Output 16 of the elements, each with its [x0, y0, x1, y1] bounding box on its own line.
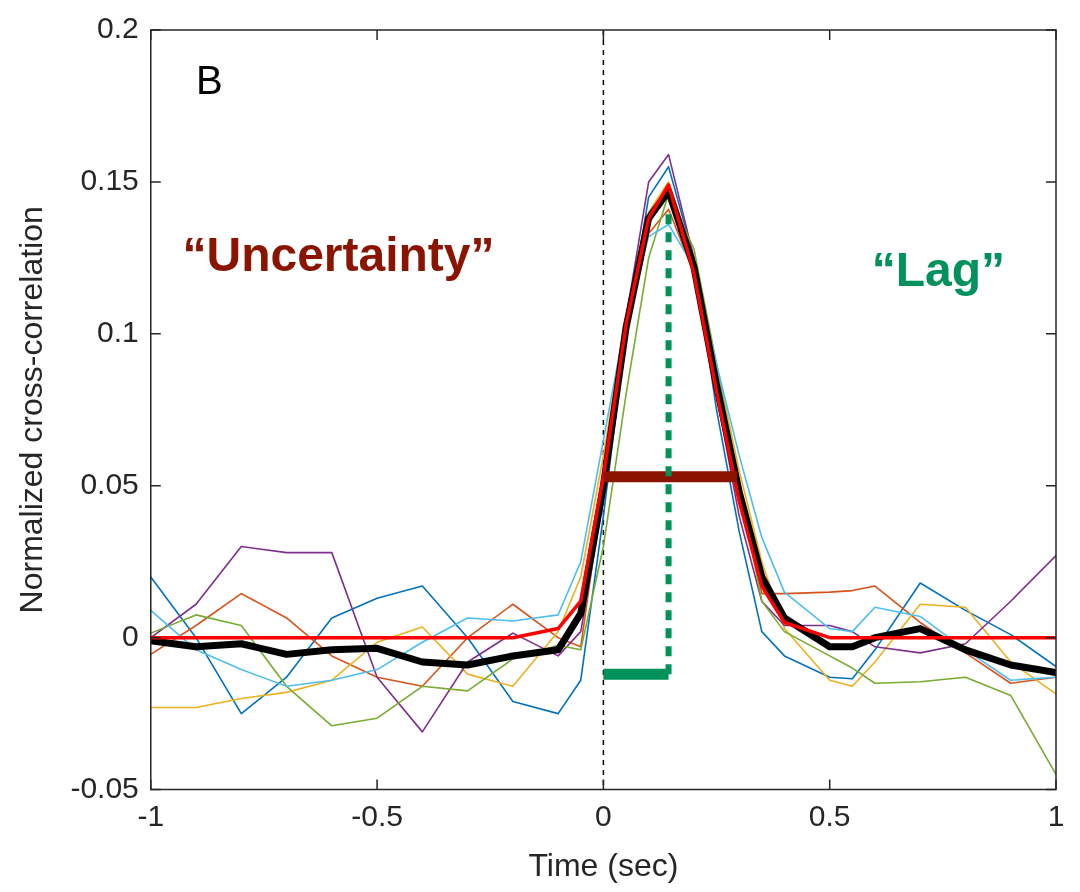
x-tick-label: -1: [137, 798, 165, 832]
annotation: B: [196, 58, 223, 103]
x-tick-label: -0.5: [351, 798, 403, 832]
y-tick-label: 0.1: [97, 315, 139, 349]
y-tick-label: -0.05: [70, 770, 139, 804]
y-tick-label: 0: [122, 618, 139, 652]
annotation: “Lag”: [871, 243, 1005, 297]
annotation: “Uncertainty”: [182, 228, 495, 282]
x-axis-title: Time (sec): [528, 846, 679, 883]
y-tick-label: 0.15: [80, 163, 139, 197]
y-tick-label: 0.2: [97, 11, 139, 45]
y-tick-label: 0.05: [80, 467, 139, 501]
y-axis-title: Normalized cross-correlation: [13, 206, 50, 614]
x-tick-label: 0: [595, 798, 612, 832]
x-tick-label: 1: [1047, 798, 1065, 832]
x-tick-label: 0.5: [808, 798, 851, 832]
